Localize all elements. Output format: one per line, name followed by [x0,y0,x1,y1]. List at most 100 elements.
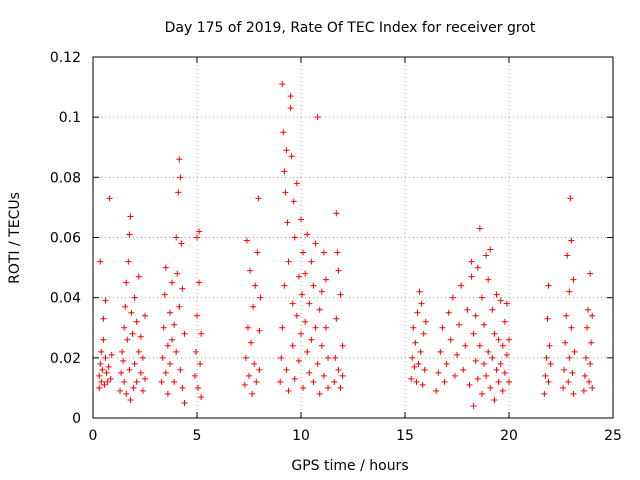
data-point [169,336,176,343]
data-point [439,324,446,331]
data-point [478,390,485,397]
x-tick-label: 10 [292,428,310,444]
data-point [176,156,183,163]
data-point [314,114,321,121]
data-point [96,372,103,379]
data-point [561,366,568,373]
data-point [420,330,427,337]
data-point [470,330,477,337]
chart-title: Day 175 of 2019, Rate Of TEC Index for r… [165,20,536,36]
x-tick-label: 20 [500,428,518,444]
data-point [421,366,428,373]
data-point [100,315,107,322]
data-point [501,318,508,325]
data-point [580,387,587,394]
data-point [499,387,506,394]
data-point [257,294,264,301]
data-point [582,354,589,361]
data-point [256,366,263,373]
data-point [468,258,475,265]
data-point [468,273,475,280]
data-point [499,342,506,349]
data-point [252,282,259,289]
data-point [241,381,248,388]
data-point [491,396,498,403]
data-point [284,219,291,226]
data-point [409,354,416,361]
data-point [137,333,144,340]
data-point [339,372,346,379]
data-point [318,288,325,295]
data-point [416,288,423,295]
data-point [135,273,142,280]
data-point [506,378,512,385]
data-point [306,369,313,376]
data-points [96,81,596,409]
data-point [105,363,112,370]
data-point [279,324,286,331]
data-point [476,225,483,232]
data-point [139,387,146,394]
data-point [458,282,465,289]
data-point [124,336,131,343]
data-point [497,297,504,304]
data-point [316,390,323,397]
data-point [433,387,440,394]
data-point [127,213,134,220]
data-point [306,300,313,307]
data-point [285,258,292,265]
data-point [120,357,127,364]
data-point [142,312,148,319]
data-point [586,378,593,385]
data-point [162,369,169,376]
data-point [335,267,342,274]
data-point [547,360,554,367]
data-point [302,318,309,325]
data-point [565,378,572,385]
data-point [98,378,105,385]
data-point [485,276,492,283]
data-point [325,384,332,391]
data-point [589,312,596,319]
data-point [316,306,323,313]
data-point [563,312,570,319]
data-point [161,291,168,298]
data-point [333,210,340,217]
data-point [121,378,128,385]
data-point [196,228,203,235]
data-point [417,348,424,355]
y-tick-label: 0.02 [50,351,81,367]
data-point [472,312,479,319]
data-point [566,288,573,295]
data-point [107,375,114,382]
data-point [454,351,460,358]
data-point [198,330,205,337]
data-point [164,342,171,349]
data-point [290,198,297,205]
data-point [487,246,494,253]
data-point [447,336,454,343]
data-point [415,360,422,367]
data-point [280,129,287,136]
data-point [569,369,576,376]
data-point [131,294,138,301]
data-point [308,258,315,265]
data-point [129,330,136,337]
y-tick-label: 0.04 [50,291,81,307]
data-point [142,375,148,382]
data-point [443,360,450,367]
data-point [194,312,200,319]
data-point [312,324,319,331]
data-point [192,348,199,355]
data-point [198,393,205,400]
y-tick-label: 0.12 [50,50,81,66]
data-point [253,378,260,385]
data-point [102,297,109,304]
data-point [322,324,329,331]
data-point [332,354,339,361]
data-point [412,339,419,346]
data-point [249,390,256,397]
y-axis-label: ROTI / TECUs [7,192,23,284]
data-point [118,369,125,376]
